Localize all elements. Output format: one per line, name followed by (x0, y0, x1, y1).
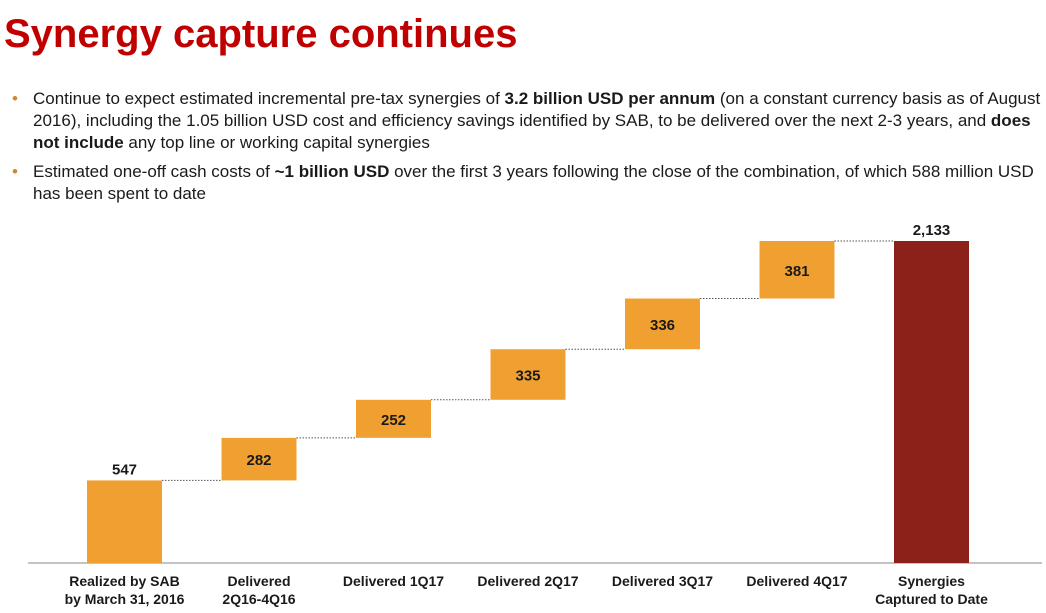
category-label: Realized by SAB (69, 573, 179, 589)
bullet-item: • Estimated one-off cash costs of ~1 bill… (12, 161, 1042, 205)
waterfall-bar (625, 298, 700, 350)
waterfall-bar (87, 480, 162, 563)
bullet-text: Estimated one-off cash costs of (33, 162, 275, 181)
category-label: Synergies (898, 573, 965, 589)
waterfall-bar (221, 437, 297, 481)
bullet-dot-icon: • (12, 162, 18, 181)
category-label: Delivered (227, 573, 290, 589)
bar-value-label: 547 (112, 461, 137, 478)
bullet-emphasis: 3.2 billion USD per annum (504, 89, 716, 108)
bullet-emphasis: ~1 billion USD (274, 162, 390, 181)
bar-value-label: 335 (515, 368, 540, 385)
bullet-text: any top line or working capital synergie… (123, 133, 430, 152)
bullet-text: (on a constant currency basis as of Augu… (33, 89, 1041, 130)
page-title: Synergy capture continues (4, 12, 518, 56)
bar-value-label: 252 (381, 412, 406, 429)
bullet-text: over the first 3 years following the clo… (33, 162, 1034, 203)
waterfall-bar (490, 349, 566, 400)
waterfall-bar (356, 399, 431, 438)
category-label: 2Q16-4Q16 (222, 591, 295, 607)
bar-value-label: 2,133 (913, 222, 951, 239)
bar-value-label: 381 (784, 263, 809, 280)
category-label: Delivered 4Q17 (746, 573, 847, 589)
waterfall-bar (894, 241, 969, 563)
bar-value-label: 282 (246, 452, 271, 469)
waterfall-bar (759, 241, 835, 299)
bullet-text: Continue to expect estimated incremental… (33, 89, 505, 108)
category-label: Delivered 1Q17 (343, 573, 444, 589)
category-label: Delivered 2Q17 (477, 573, 578, 589)
category-label: by March 31, 2016 (65, 591, 185, 607)
bullet-dot-icon: • (12, 89, 18, 108)
bullet-list: • Continue to expect estimated incrementa… (12, 88, 1042, 205)
bar-value-label: 336 (650, 317, 675, 334)
category-label: Delivered 3Q17 (612, 573, 713, 589)
bullet-emphasis: does not include (33, 111, 1031, 152)
bullet-item: • Continue to expect estimated incrementa… (12, 88, 1042, 154)
category-label: Captured to Date (875, 591, 988, 607)
